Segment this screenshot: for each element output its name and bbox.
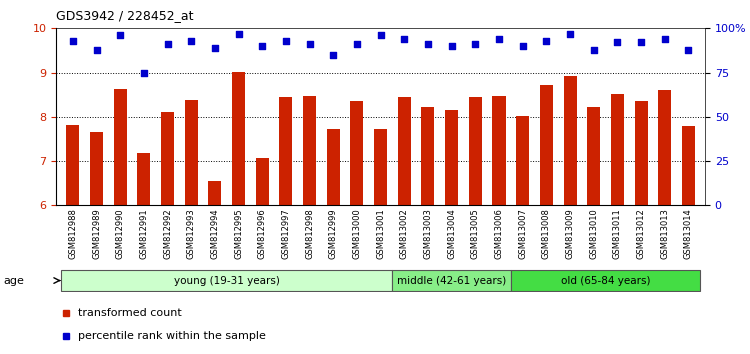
Point	[564, 31, 576, 36]
Point	[327, 52, 339, 58]
Text: middle (42-61 years): middle (42-61 years)	[397, 275, 506, 286]
Bar	[540, 85, 553, 205]
Bar	[114, 90, 127, 205]
Point	[611, 40, 623, 45]
Bar	[398, 97, 411, 205]
Bar	[161, 112, 174, 205]
Point	[588, 47, 600, 52]
Point	[470, 41, 482, 47]
Point	[493, 36, 505, 42]
Bar	[563, 76, 577, 205]
Bar	[184, 101, 198, 205]
Bar	[422, 107, 434, 205]
Bar	[66, 125, 80, 205]
Text: young (19-31 years): young (19-31 years)	[174, 275, 280, 286]
Bar	[209, 181, 221, 205]
Text: percentile rank within the sample: percentile rank within the sample	[78, 331, 266, 341]
FancyBboxPatch shape	[511, 270, 700, 291]
Point	[185, 38, 197, 44]
Point	[351, 41, 363, 47]
Point	[161, 41, 173, 47]
Bar	[658, 90, 671, 205]
Bar	[587, 107, 600, 205]
Text: age: age	[4, 276, 25, 286]
Point	[209, 45, 221, 51]
FancyBboxPatch shape	[392, 270, 511, 291]
Text: GDS3942 / 228452_at: GDS3942 / 228452_at	[56, 9, 194, 22]
Bar	[256, 158, 268, 205]
Point	[540, 38, 552, 44]
Bar	[374, 129, 387, 205]
Point	[91, 47, 103, 52]
Bar	[493, 96, 506, 205]
Bar	[90, 132, 103, 205]
Point	[517, 43, 529, 49]
Point	[682, 47, 694, 52]
Point	[280, 38, 292, 44]
Point	[422, 41, 434, 47]
Bar	[350, 101, 364, 205]
Point	[256, 43, 268, 49]
FancyBboxPatch shape	[61, 270, 392, 291]
Bar	[682, 126, 695, 205]
Bar	[232, 72, 245, 205]
Text: transformed count: transformed count	[78, 308, 182, 318]
Bar	[137, 153, 150, 205]
Bar	[280, 97, 292, 205]
Point	[398, 36, 410, 42]
Point	[67, 38, 79, 44]
Point	[304, 41, 316, 47]
Point	[375, 33, 387, 38]
Bar	[611, 94, 624, 205]
Bar	[446, 110, 458, 205]
Point	[635, 40, 647, 45]
Bar	[327, 129, 340, 205]
Point	[138, 70, 150, 75]
Point	[114, 33, 126, 38]
Text: old (65-84 years): old (65-84 years)	[561, 275, 650, 286]
Bar	[469, 97, 482, 205]
Bar	[303, 96, 316, 205]
Point	[658, 36, 670, 42]
Bar	[634, 101, 647, 205]
Point	[232, 31, 244, 36]
Bar	[516, 116, 530, 205]
Point	[446, 43, 458, 49]
